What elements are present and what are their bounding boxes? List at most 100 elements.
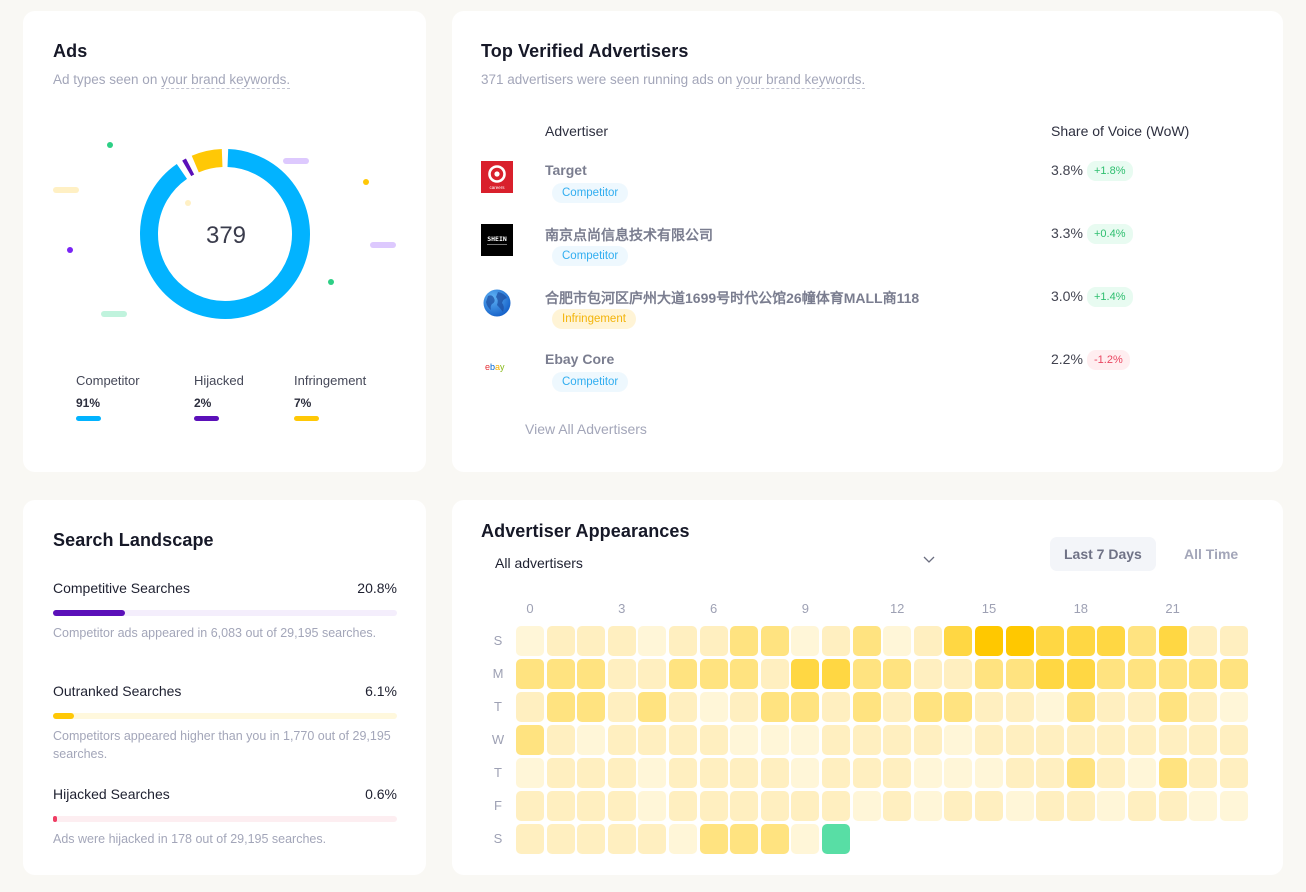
heatmap-cell[interactable] <box>883 725 912 755</box>
heatmap-cell[interactable] <box>791 626 820 656</box>
heatmap-cell[interactable] <box>1005 692 1034 722</box>
heatmap-cell[interactable] <box>669 791 697 821</box>
heatmap-cell[interactable] <box>1158 659 1187 689</box>
heatmap-cell[interactable] <box>516 791 544 821</box>
heatmap-cell[interactable] <box>516 626 544 656</box>
heatmap-cell[interactable] <box>699 659 728 689</box>
heatmap-cell-current[interactable] <box>822 824 850 854</box>
heatmap-cell[interactable] <box>577 659 606 689</box>
heatmap-cell[interactable] <box>1005 626 1034 656</box>
heatmap-cell[interactable] <box>913 791 942 821</box>
heatmap-cell[interactable] <box>699 692 728 722</box>
heatmap-cell[interactable] <box>699 791 728 821</box>
heatmap-cell[interactable] <box>1189 626 1218 656</box>
heatmap-cell[interactable] <box>607 824 636 854</box>
heatmap-cell[interactable] <box>1066 725 1095 755</box>
heatmap-cell[interactable] <box>577 824 606 854</box>
heatmap-cell[interactable] <box>944 659 973 689</box>
heatmap-cell[interactable] <box>760 725 789 755</box>
heatmap-cell[interactable] <box>913 692 942 722</box>
heatmap-cell[interactable] <box>638 659 667 689</box>
heatmap-cell[interactable] <box>638 758 667 788</box>
heatmap-cell[interactable] <box>975 692 1003 722</box>
heatmap-cell[interactable] <box>883 791 912 821</box>
heatmap-cell[interactable] <box>822 626 850 656</box>
heatmap-cell[interactable] <box>1097 626 1126 656</box>
heatmap-cell[interactable] <box>730 725 759 755</box>
heatmap-cell[interactable] <box>669 824 697 854</box>
heatmap-cell[interactable] <box>1005 725 1034 755</box>
heatmap-cell[interactable] <box>1005 791 1034 821</box>
heatmap-cell[interactable] <box>944 692 973 722</box>
heatmap-cell[interactable] <box>852 791 881 821</box>
heatmap-cell[interactable] <box>1128 659 1156 689</box>
heatmap-cell[interactable] <box>944 791 973 821</box>
heatmap-cell[interactable] <box>883 659 912 689</box>
heatmap-cell[interactable] <box>1036 626 1065 656</box>
heatmap-cell[interactable] <box>1189 692 1218 722</box>
heatmap-cell[interactable] <box>1219 725 1248 755</box>
heatmap-cell[interactable] <box>699 725 728 755</box>
heatmap-cell[interactable] <box>1128 626 1156 656</box>
heatmap-cell[interactable] <box>852 725 881 755</box>
brand-keywords-link[interactable]: your brand keywords. <box>736 72 866 89</box>
heatmap-cell[interactable] <box>638 791 667 821</box>
heatmap-cell[interactable] <box>516 824 544 854</box>
heatmap-cell[interactable] <box>1036 659 1065 689</box>
heatmap-cell[interactable] <box>577 692 606 722</box>
heatmap-cell[interactable] <box>791 725 820 755</box>
donut-slice-hijacked[interactable] <box>182 158 195 177</box>
heatmap-cell[interactable] <box>791 692 820 722</box>
heatmap-cell[interactable] <box>883 626 912 656</box>
heatmap-cell[interactable] <box>1219 659 1248 689</box>
range-last-7-days-button[interactable]: Last 7 Days <box>1050 537 1156 571</box>
heatmap-cell[interactable] <box>1036 791 1065 821</box>
heatmap-cell[interactable] <box>516 659 544 689</box>
heatmap-cell[interactable] <box>852 659 881 689</box>
advertiser-name[interactable]: 合肥市包河区庐州大道1699号时代公馆26幢体育MALL商118 <box>545 290 920 306</box>
heatmap-cell[interactable] <box>1158 758 1187 788</box>
heatmap-cell[interactable] <box>730 758 759 788</box>
heatmap-cell[interactable] <box>1219 791 1248 821</box>
heatmap-cell[interactable] <box>607 659 636 689</box>
heatmap-cell[interactable] <box>669 626 697 656</box>
heatmap-cell[interactable] <box>1158 692 1187 722</box>
advertiser-name[interactable]: Ebay Core <box>545 351 615 367</box>
heatmap-cell[interactable] <box>546 725 575 755</box>
heatmap-cell[interactable] <box>822 692 850 722</box>
heatmap-cell[interactable] <box>791 824 820 854</box>
heatmap-cell[interactable] <box>975 791 1003 821</box>
donut-slice-infringement[interactable] <box>191 149 223 173</box>
heatmap-cell[interactable] <box>852 692 881 722</box>
heatmap-cell[interactable] <box>822 758 850 788</box>
heatmap-cell[interactable] <box>1189 725 1218 755</box>
heatmap-cell[interactable] <box>913 659 942 689</box>
heatmap-cell[interactable] <box>699 758 728 788</box>
heatmap-cell[interactable] <box>944 758 973 788</box>
heatmap-cell[interactable] <box>1066 791 1095 821</box>
heatmap-cell[interactable] <box>638 824 667 854</box>
heatmap-cell[interactable] <box>1097 791 1126 821</box>
heatmap-cell[interactable] <box>1066 626 1095 656</box>
heatmap-cell[interactable] <box>913 725 942 755</box>
heatmap-cell[interactable] <box>1066 659 1095 689</box>
heatmap-cell[interactable] <box>1219 692 1248 722</box>
heatmap-cell[interactable] <box>822 791 850 821</box>
heatmap-cell[interactable] <box>546 758 575 788</box>
heatmap-cell[interactable] <box>1189 758 1218 788</box>
heatmap-cell[interactable] <box>607 692 636 722</box>
heatmap-cell[interactable] <box>607 758 636 788</box>
heatmap-cell[interactable] <box>699 626 728 656</box>
heatmap-cell[interactable] <box>516 758 544 788</box>
advertiser-filter-dropdown[interactable]: All advertisers <box>495 555 935 571</box>
heatmap-cell[interactable] <box>1097 659 1126 689</box>
heatmap-cell[interactable] <box>1189 791 1218 821</box>
heatmap-cell[interactable] <box>669 659 697 689</box>
heatmap-cell[interactable] <box>730 791 759 821</box>
donut-slice-competitor[interactable] <box>140 149 310 319</box>
heatmap-cell[interactable] <box>1097 725 1126 755</box>
heatmap-cell[interactable] <box>791 659 820 689</box>
heatmap-cell[interactable] <box>1128 725 1156 755</box>
heatmap-cell[interactable] <box>975 659 1003 689</box>
heatmap-cell[interactable] <box>913 626 942 656</box>
